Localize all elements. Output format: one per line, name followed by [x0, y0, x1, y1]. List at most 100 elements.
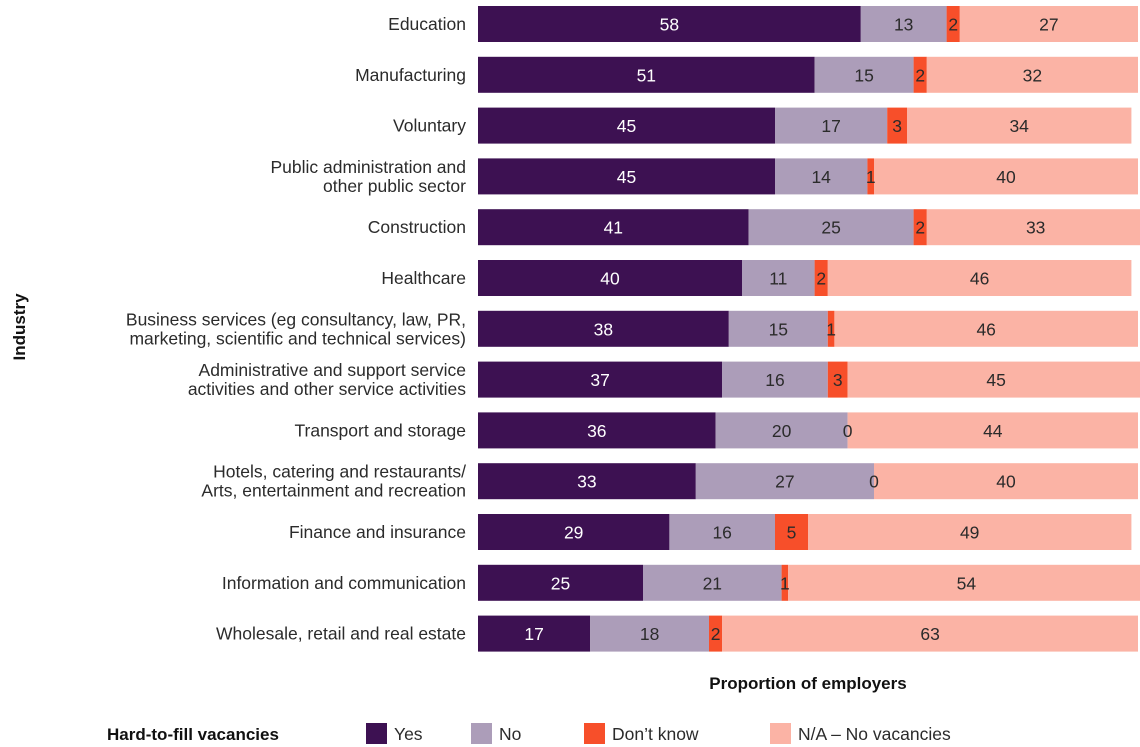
bar-n-a-no-vacancies — [847, 412, 1138, 449]
bar-n-a-no-vacancies — [834, 310, 1138, 347]
data-label: 13 — [894, 15, 913, 35]
category-label-line: Construction — [368, 217, 466, 237]
category-label-line: Administrative and support service — [199, 360, 466, 380]
data-label: 1 — [826, 319, 836, 339]
category-label-line: Wholesale, retail and real estate — [216, 624, 466, 644]
category-label: Manufacturing — [355, 65, 466, 85]
bar-yes — [478, 412, 716, 449]
data-label: 5 — [787, 523, 797, 543]
category-label-line: Hotels, catering and restaurants/ — [213, 462, 466, 482]
data-label: 16 — [712, 523, 731, 543]
data-label: 27 — [1039, 15, 1058, 35]
bar-n-a-no-vacancies — [788, 564, 1140, 601]
bar-yes — [478, 514, 670, 550]
legend-label: Don’t know — [612, 724, 699, 744]
bar-yes — [478, 615, 591, 652]
data-label: 33 — [577, 472, 596, 492]
category-label-line: Healthcare — [381, 268, 466, 288]
data-label: 0 — [869, 472, 879, 492]
bar-no — [695, 463, 874, 500]
legend-swatch — [770, 723, 791, 744]
bar-n-a-no-vacancies — [874, 463, 1138, 500]
bar-don-t-know — [775, 514, 808, 550]
data-label: 27 — [775, 472, 794, 492]
data-label: 15 — [854, 65, 873, 85]
bar-yes — [478, 158, 775, 195]
category-label-line: Public administration and — [270, 157, 466, 177]
bar-don-t-know — [814, 260, 828, 296]
bar-don-t-know — [781, 564, 789, 601]
category-label-line: Manufacturing — [355, 65, 466, 85]
data-label: 34 — [1009, 116, 1029, 136]
data-label: 2 — [816, 269, 826, 289]
data-label: 15 — [769, 319, 788, 339]
bar-yes — [478, 260, 742, 296]
bar-yes — [478, 564, 643, 601]
bar-no — [722, 361, 828, 398]
bar-don-t-know — [946, 6, 960, 42]
bar-no — [775, 107, 888, 144]
data-label: 46 — [970, 269, 989, 289]
bar-n-a-no-vacancies — [874, 158, 1138, 195]
data-label: 25 — [551, 573, 570, 593]
x-axis-title: Proportion of employers — [709, 674, 906, 693]
y-axis-title: Industry — [10, 293, 29, 361]
bar-yes — [478, 6, 861, 42]
legend-label: Yes — [394, 724, 423, 744]
legend-title: Hard-to-fill vacancies — [107, 725, 279, 744]
data-label: 44 — [983, 421, 1003, 441]
bar-n-a-no-vacancies — [926, 209, 1140, 246]
data-label: 37 — [590, 370, 609, 390]
category-label: Hotels, catering and restaurants/Arts, e… — [201, 462, 466, 501]
data-label: 29 — [564, 523, 583, 543]
bar-yes — [478, 209, 749, 246]
data-label: 49 — [960, 523, 979, 543]
data-label: 25 — [821, 218, 840, 238]
data-label: 46 — [976, 319, 995, 339]
category-label: Information and communication — [222, 573, 466, 593]
data-label: 33 — [1026, 218, 1045, 238]
data-label: 2 — [948, 15, 958, 35]
category-labels: Education Manufacturing Voluntary Public ad… — [126, 14, 466, 644]
category-label: Wholesale, retail and real estate — [216, 624, 466, 644]
bar-n-a-no-vacancies — [847, 361, 1140, 398]
category-label: Finance and insurance — [289, 522, 466, 542]
bar-yes — [478, 361, 723, 398]
legend-label: No — [499, 724, 521, 744]
category-label-line: Finance and insurance — [289, 522, 466, 542]
category-label: Administrative and support service activi… — [188, 360, 466, 399]
category-label: Voluntary — [393, 116, 466, 136]
data-label: 1 — [780, 573, 790, 593]
data-label: 58 — [660, 15, 679, 35]
bar-no — [775, 158, 868, 195]
bar-no — [728, 310, 828, 347]
data-label: 45 — [986, 370, 1005, 390]
category-label-line: Information and communication — [222, 573, 466, 593]
data-label: 38 — [594, 319, 613, 339]
bar-yes — [478, 107, 775, 144]
data-label: 40 — [996, 472, 1016, 492]
data-label: 1 — [866, 167, 876, 187]
data-label: 18 — [640, 624, 659, 644]
bar-yes — [478, 310, 729, 347]
data-label: 11 — [769, 269, 787, 289]
category-label: Public administration and other public se… — [270, 157, 466, 196]
bar-yes — [478, 56, 815, 93]
bar-n-a-no-vacancies — [808, 514, 1132, 550]
bar-no — [669, 514, 775, 550]
category-label: Healthcare — [381, 268, 466, 288]
legend-swatch — [471, 723, 492, 744]
data-label: 21 — [703, 573, 722, 593]
category-label-line: activities and other service activities — [188, 379, 466, 399]
bar-don-t-know — [867, 158, 874, 195]
bar-n-a-no-vacancies — [926, 56, 1138, 93]
bar-n-a-no-vacancies — [722, 615, 1138, 652]
data-label: 17 — [821, 116, 840, 136]
data-label: 40 — [996, 167, 1016, 187]
category-label-line: marketing, scientific and technical serv… — [129, 328, 466, 348]
legend-items: Yes No Don’t know N/A – No vacancies — [366, 723, 951, 744]
category-label-line: Arts, entertainment and recreation — [201, 481, 466, 501]
legend: Hard-to-fill vacancies Yes No Don’t know N/… — [107, 723, 951, 744]
bar-no — [860, 6, 947, 42]
